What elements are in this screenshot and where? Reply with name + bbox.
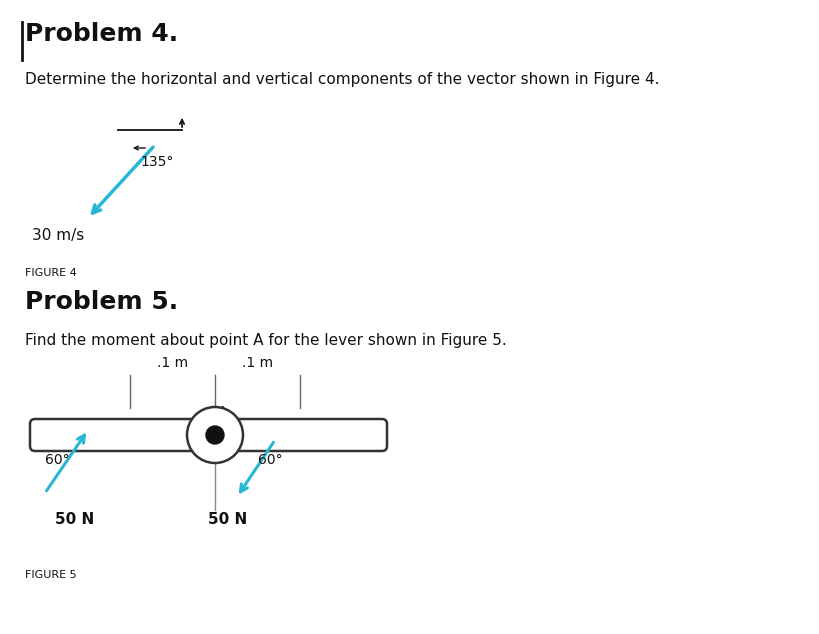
Text: Find the moment about point A for the lever shown in Figure 5.: Find the moment about point A for the le… xyxy=(25,333,506,348)
Text: 50 N: 50 N xyxy=(55,512,94,527)
Text: Problem 5.: Problem 5. xyxy=(25,290,178,314)
Text: 50 N: 50 N xyxy=(208,512,247,527)
Text: 30 m/s: 30 m/s xyxy=(32,228,84,243)
Text: A: A xyxy=(218,405,227,419)
Text: .1 m: .1 m xyxy=(242,356,273,370)
Text: FIGURE 5: FIGURE 5 xyxy=(25,570,76,580)
Text: .1 m: .1 m xyxy=(156,356,188,370)
Text: Problem 4.: Problem 4. xyxy=(25,22,178,46)
Text: Determine the horizontal and vertical components of the vector shown in Figure 4: Determine the horizontal and vertical co… xyxy=(25,72,658,87)
FancyBboxPatch shape xyxy=(30,419,387,451)
Circle shape xyxy=(206,426,224,444)
Text: FIGURE 4: FIGURE 4 xyxy=(25,268,77,278)
Circle shape xyxy=(187,407,242,463)
Text: 135°: 135° xyxy=(140,155,173,169)
Text: 60°: 60° xyxy=(258,453,283,467)
Text: 60°: 60° xyxy=(45,453,70,467)
